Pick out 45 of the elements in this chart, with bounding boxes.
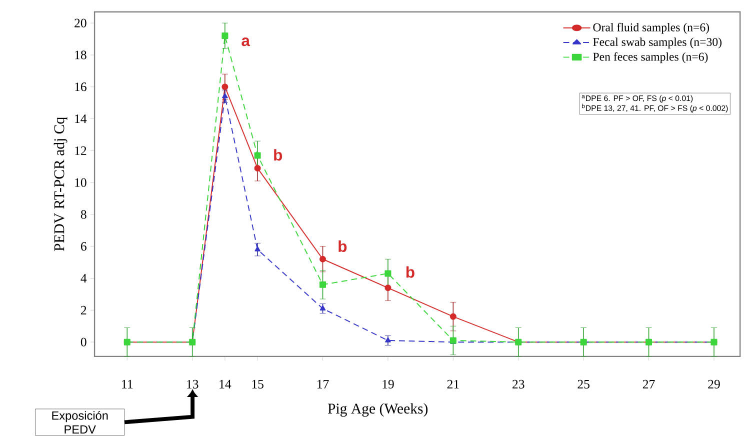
legend-label: Oral fluid samples (n=6) bbox=[593, 23, 710, 34]
y-tick-label: 4 bbox=[80, 274, 87, 283]
point bbox=[254, 152, 261, 159]
y-tick-label: 10 bbox=[75, 178, 86, 188]
x-tick-label: 25 bbox=[578, 380, 590, 389]
annotation: a bbox=[242, 38, 250, 46]
x-tick-label: 17 bbox=[317, 380, 329, 389]
legend-label: Fecal swab samples (n=30) bbox=[593, 38, 722, 49]
annotation: b bbox=[406, 266, 414, 278]
y-tick-label: 18 bbox=[75, 50, 86, 60]
y-tick-label: 2 bbox=[80, 306, 86, 315]
x-tick-label: 19 bbox=[382, 380, 394, 389]
x-tick-label: 29 bbox=[708, 380, 720, 389]
x-tick-label: 15 bbox=[252, 380, 264, 389]
point bbox=[450, 313, 456, 320]
point bbox=[384, 270, 392, 277]
y-tick-label: 0 bbox=[80, 338, 86, 347]
x-tick-label: 14 bbox=[220, 380, 232, 389]
x-tick-label: 23 bbox=[512, 380, 524, 389]
annotation: b bbox=[274, 149, 282, 161]
y-tick-label: 8 bbox=[80, 210, 86, 219]
x-axis-title: Pig Age (Weeks) bbox=[328, 403, 428, 417]
x-tick-label: 11 bbox=[122, 380, 133, 389]
point bbox=[319, 282, 326, 288]
y-tick-label: 12 bbox=[75, 146, 86, 156]
y-tick-label: 20 bbox=[74, 18, 86, 28]
annotation: b bbox=[338, 240, 347, 252]
point bbox=[384, 284, 392, 292]
point bbox=[222, 93, 228, 98]
y-tick-label: 14 bbox=[75, 114, 87, 124]
point bbox=[319, 256, 326, 263]
y-axis-title: PEDV RT-PCR adj Cq bbox=[54, 117, 68, 252]
point bbox=[254, 165, 261, 172]
y-tick-label: 6 bbox=[80, 242, 86, 251]
point bbox=[222, 32, 228, 40]
text: Exposición PEDV bbox=[52, 411, 108, 434]
point bbox=[385, 337, 391, 343]
point bbox=[222, 84, 228, 90]
x-tick-label: 21 bbox=[447, 380, 459, 389]
point bbox=[320, 306, 326, 311]
legend-label: Pen feces samples (n=6) bbox=[593, 52, 708, 64]
point bbox=[254, 246, 260, 252]
y-tick-label: 16 bbox=[75, 82, 86, 92]
x-tick-label: 27 bbox=[642, 380, 655, 389]
x-tick-label: 13 bbox=[187, 380, 198, 389]
